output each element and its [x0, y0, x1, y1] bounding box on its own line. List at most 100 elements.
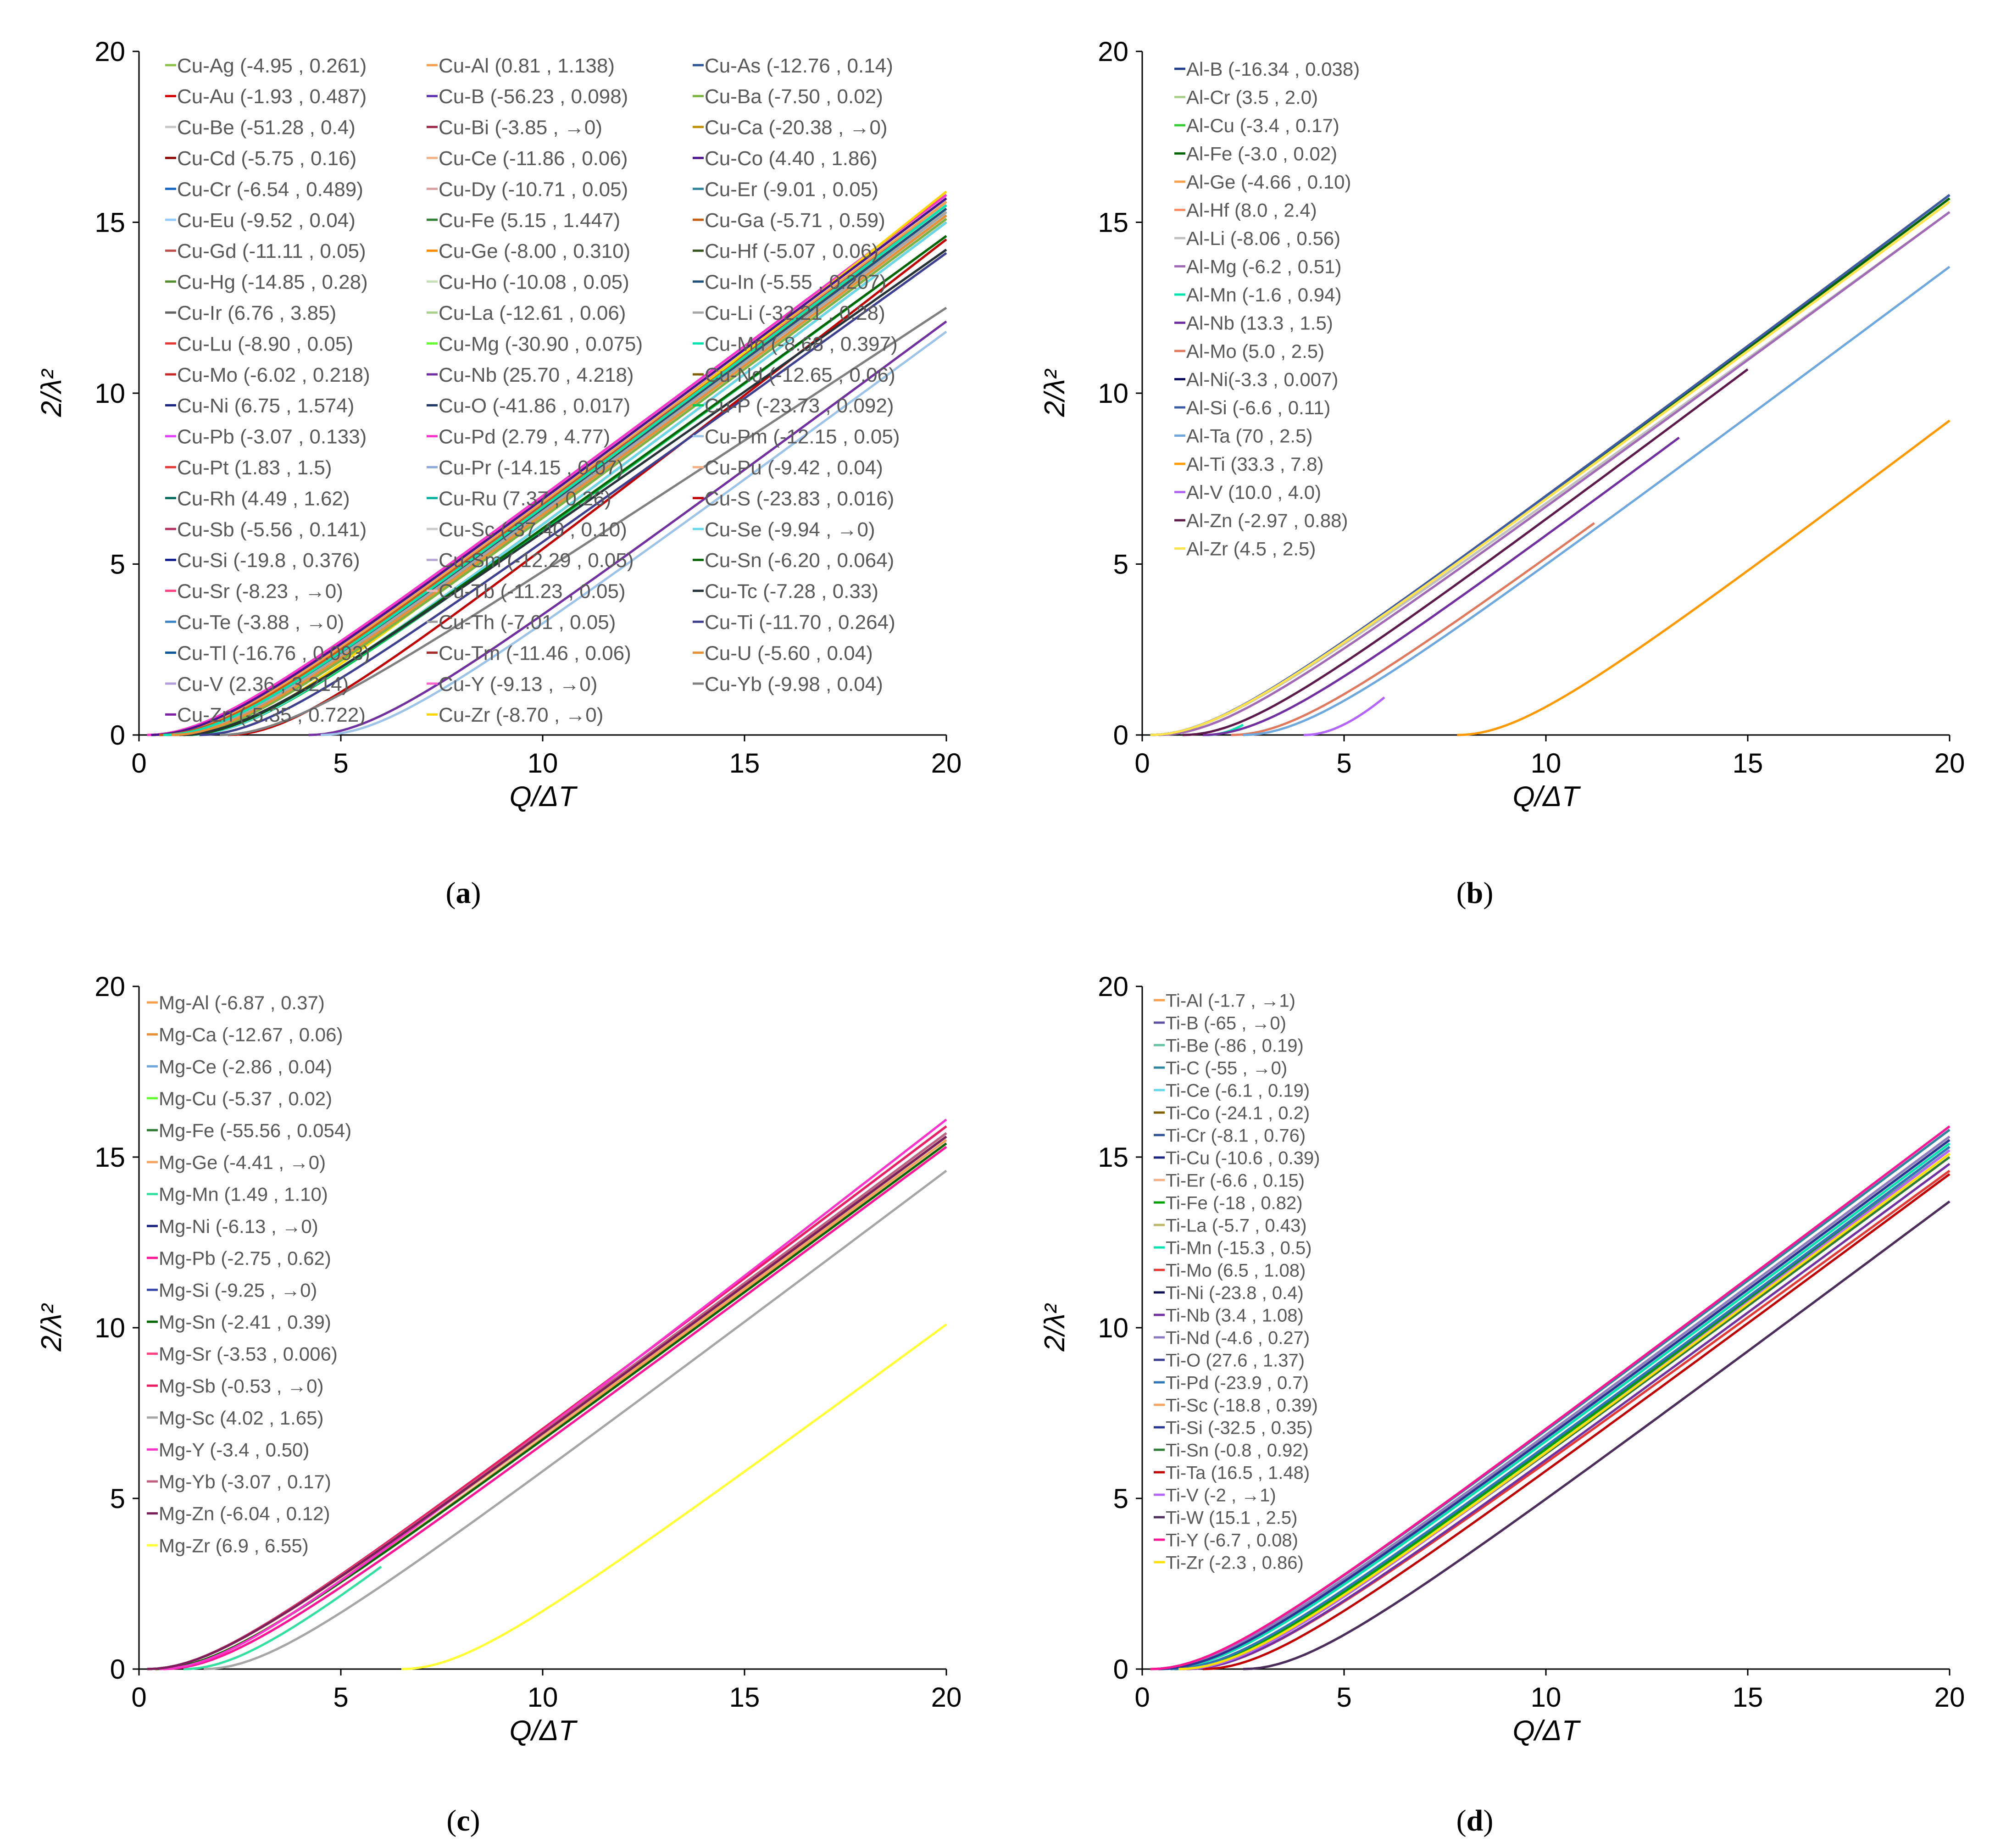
legend-entry: Mg-Mn (1.49 , 1.10): [159, 1184, 328, 1205]
y-tick-label: 20: [1098, 971, 1128, 1002]
legend-entry: Ti-La (-5.7 , 0.43): [1166, 1215, 1307, 1236]
legend-entry: Cu-Sm (-12.29 , 0.05): [439, 549, 634, 572]
legend-entry: Ti-Y (-6.7 , 0.08): [1166, 1530, 1298, 1550]
series-line: [1243, 266, 1951, 736]
legend-entry: Cu-Cd (-5.75 , 0.16): [177, 147, 356, 170]
legend-entry: Cu-Eu (-9.52 , 0.04): [177, 209, 356, 232]
legend-entry: Cu-Tm (-11.46 , 0.06): [439, 642, 631, 664]
y-tick-label: 0: [110, 720, 125, 751]
legend-entry: Ti-V (-2 , →1): [1166, 1485, 1276, 1505]
panel-b: 0 5 10 15 20 0 5 10 15 20 Q/ΔT 2/λ² Al-B (-16.34 , 0…: [1039, 36, 1965, 813]
legend-entry: Al-Li (-8.06 , 0.56): [1186, 228, 1340, 249]
legend-entry: Al-Mg (-6.2 , 0.51): [1186, 256, 1341, 278]
series-line: [147, 1125, 947, 1670]
legend-entry: Cu-O (-41.86 , 0.017): [439, 395, 630, 417]
x-tick-label: 20: [1934, 748, 1965, 779]
legend-entry: Ti-B (-65 , →0): [1166, 1013, 1286, 1033]
legend-entry: Cu-As (-12.76 , 0.14): [705, 55, 893, 77]
x-tick-label: 0: [131, 748, 146, 779]
series-line: [1162, 1142, 1951, 1670]
legend-entry: Cu-Bi (-3.85 , →0): [439, 117, 602, 139]
legend-entry: Ti-Mn (-15.3 , 0.5): [1166, 1238, 1312, 1258]
legend-entry: Cu-Ho (-10.08 , 0.05): [439, 271, 629, 294]
caption-a: (a): [446, 876, 481, 910]
legend-entry: Cu-Hg (-14.85 , 0.28): [177, 271, 368, 294]
caption-b: (b): [1456, 876, 1494, 910]
x-axis-label: Q/ΔT: [1513, 781, 1581, 813]
x-tick-label: 10: [1531, 1682, 1562, 1713]
y-tick-label: 5: [1113, 1483, 1128, 1514]
y-tick-label: 15: [94, 207, 125, 238]
legend-entry: Mg-Sb (-0.53 , →0): [159, 1375, 323, 1397]
legend-entry: Ti-Sn (-0.8 , 0.92): [1166, 1440, 1309, 1460]
legend-entry: Cu-La (-12.61 , 0.06): [439, 302, 626, 324]
legend-entry: Cu-Ba (-7.50 , 0.02): [705, 85, 883, 108]
y-tick-label: 15: [94, 1142, 125, 1173]
series-line: [151, 197, 947, 736]
legend-entry: Cu-Ti (-11.70 , 0.264): [705, 611, 895, 634]
y-tick-label: 10: [94, 378, 125, 409]
legend-entry: Mg-Fe (-55.56 , 0.054): [159, 1120, 351, 1141]
series-line: [163, 1146, 947, 1670]
legend-entry: Cu-Gd (-11.11 , 0.05): [177, 240, 366, 262]
series-line: [1202, 1173, 1951, 1670]
legend-entry: Al-Hf (8.0 , 2.4): [1186, 200, 1317, 221]
y-tick-label: 20: [1098, 36, 1128, 67]
series-line: [1186, 1163, 1951, 1670]
legend-entry: Cu-Pu (-9.42 , 0.04): [705, 456, 883, 479]
legend-entry: Ti-Er (-6.6 , 0.15): [1166, 1170, 1305, 1191]
legend-entry: Cu-Sr (-8.23 , →0): [177, 580, 343, 603]
legend-entry: Ti-O (27.6 , 1.37): [1166, 1350, 1305, 1370]
legend-entry: Cu-B (-56.23 , 0.098): [439, 85, 628, 108]
legend-entry: Cu-Sb (-5.56 , 0.141): [177, 518, 367, 541]
series-line: [1231, 522, 1595, 736]
series-line: [1150, 1125, 1951, 1670]
legend-entry: Cu-Nd (-12.65 , 0.06): [705, 364, 895, 386]
caption-d: (d): [1456, 1804, 1494, 1837]
legend-entry: Cu-Ru (7.37 , 0.26): [439, 487, 611, 510]
legend-entry: Mg-Zr (6.9 , 6.55): [159, 1535, 309, 1556]
y-tick-label: 0: [110, 1654, 125, 1685]
y-tick-label: 10: [94, 1313, 125, 1343]
legend-entry: Mg-Pb (-2.75 , 0.62): [159, 1247, 331, 1269]
y-tick-label: 10: [1098, 378, 1128, 409]
legend-entry: Ti-Fe (-18 , 0.82): [1166, 1193, 1303, 1213]
legend-entry: Cu-Lu (-8.90 , 0.05): [177, 333, 353, 355]
legend-entry: Al-Si (-6.6 , 0.11): [1186, 397, 1330, 418]
legend-entry: Ti-Ni (-23.8 , 0.4): [1166, 1283, 1304, 1303]
legend-entry: Ti-Co (-24.1 , 0.2): [1166, 1103, 1310, 1123]
legend-entry: Cu-S (-23.83 , 0.016): [705, 487, 894, 510]
series-line: [199, 252, 947, 736]
legend-entry: Cu-Tb (-11.23 , 0.05): [439, 580, 626, 603]
x-tick-label: 10: [1531, 748, 1562, 779]
x-tick-label: 0: [1134, 1682, 1150, 1713]
series-line: [1170, 1146, 1951, 1670]
legend-entry: Cu-Zn (-5.35 , 0.722): [177, 704, 366, 726]
series-line: [167, 211, 947, 736]
x-tick-label: 20: [1934, 1682, 1965, 1713]
legend-entry: Cu-Mo (-6.02 , 0.218): [177, 364, 370, 386]
series-line: [183, 1565, 382, 1670]
series-line: [171, 214, 947, 736]
legend-entry: Al-Ni(-3.3 , 0.007): [1186, 369, 1338, 390]
x-tick-label: 15: [729, 748, 760, 779]
series-line: [1304, 696, 1385, 736]
legend-entry: Cu-Hf (-5.07 , 0.06): [705, 240, 878, 262]
legend-entry: Mg-Y (-3.4 , 0.50): [159, 1439, 309, 1461]
legend-entry: Cu-Th (-7.01 , 0.05): [439, 611, 616, 634]
legend-entry: Cu-Sc (-37.40 , 0.10): [439, 518, 627, 541]
legend-entry: Mg-Sn (-2.41 , 0.39): [159, 1311, 331, 1333]
x-tick-label: 20: [931, 1682, 962, 1713]
legend-entry: Mg-Ce (-2.86 , 0.04): [159, 1056, 332, 1077]
legend-entry: Cu-Pb (-3.07 , 0.133): [177, 426, 367, 448]
legend-entry: Mg-Sc (4.02 , 1.65): [159, 1407, 323, 1429]
legend-entry: Cu-Li (-32.21 , 0.28): [705, 302, 885, 324]
legend-entry: Cu-Ca (-20.38 , →0): [705, 117, 888, 139]
legend-entry: Mg-Sr (-3.53 , 0.006): [159, 1343, 338, 1365]
x-tick-label: 5: [333, 748, 348, 779]
legend-entry: Cu-Pt (1.83 , 1.5): [177, 456, 332, 479]
legend-entry: Cu-Sn (-6.20 , 0.064): [705, 549, 894, 572]
legend-entry: Cu-Er (-9.01 , 0.05): [705, 178, 878, 200]
legend-entry: Cu-U (-5.60 , 0.04): [705, 642, 873, 664]
legend-entry: Cu-Cr (-6.54 , 0.489): [177, 178, 363, 200]
